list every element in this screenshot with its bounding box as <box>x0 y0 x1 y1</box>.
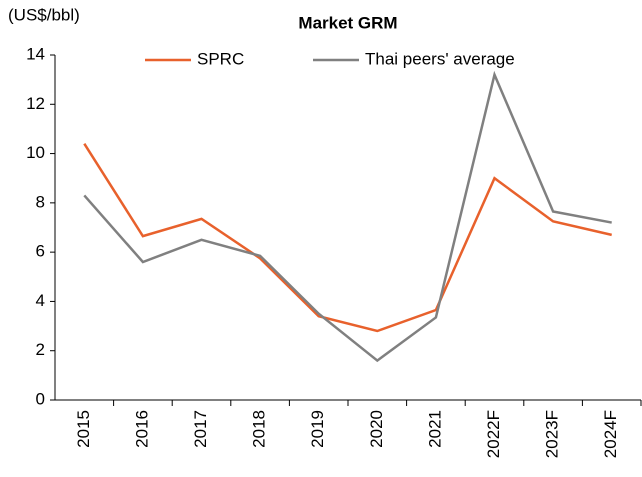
y-tick-label: 10 <box>26 143 45 162</box>
y-tick-label: 12 <box>26 94 45 113</box>
series-line <box>83 70 612 363</box>
legend-label: Thai peers' average <box>365 49 515 68</box>
y-tick-label: 4 <box>36 291 45 310</box>
chart-title: Market GRM <box>298 13 397 32</box>
x-tick-label: 2015 <box>74 410 93 448</box>
y-tick-label: 6 <box>36 242 45 261</box>
series-line <box>83 143 612 333</box>
x-tick-label: 2019 <box>308 410 327 448</box>
y-tick-label: 2 <box>36 340 45 359</box>
x-tick-label: 2022F <box>484 410 503 458</box>
x-tick-label: 2020 <box>367 410 386 448</box>
x-tick-label: 2023F <box>543 410 562 458</box>
legend-label: SPRC <box>197 49 244 68</box>
y-axis-label: (US$/bbl) <box>8 5 80 24</box>
x-tick-label: 2016 <box>132 410 151 448</box>
y-tick-label: 14 <box>26 44 45 63</box>
y-tick-label: 0 <box>36 389 45 408</box>
x-tick-label: 2021 <box>425 410 444 448</box>
x-tick-label: 2017 <box>191 410 210 448</box>
y-tick-label: 8 <box>36 192 45 211</box>
x-tick-label: 2018 <box>250 410 269 448</box>
x-tick-label: 2024F <box>601 410 620 458</box>
